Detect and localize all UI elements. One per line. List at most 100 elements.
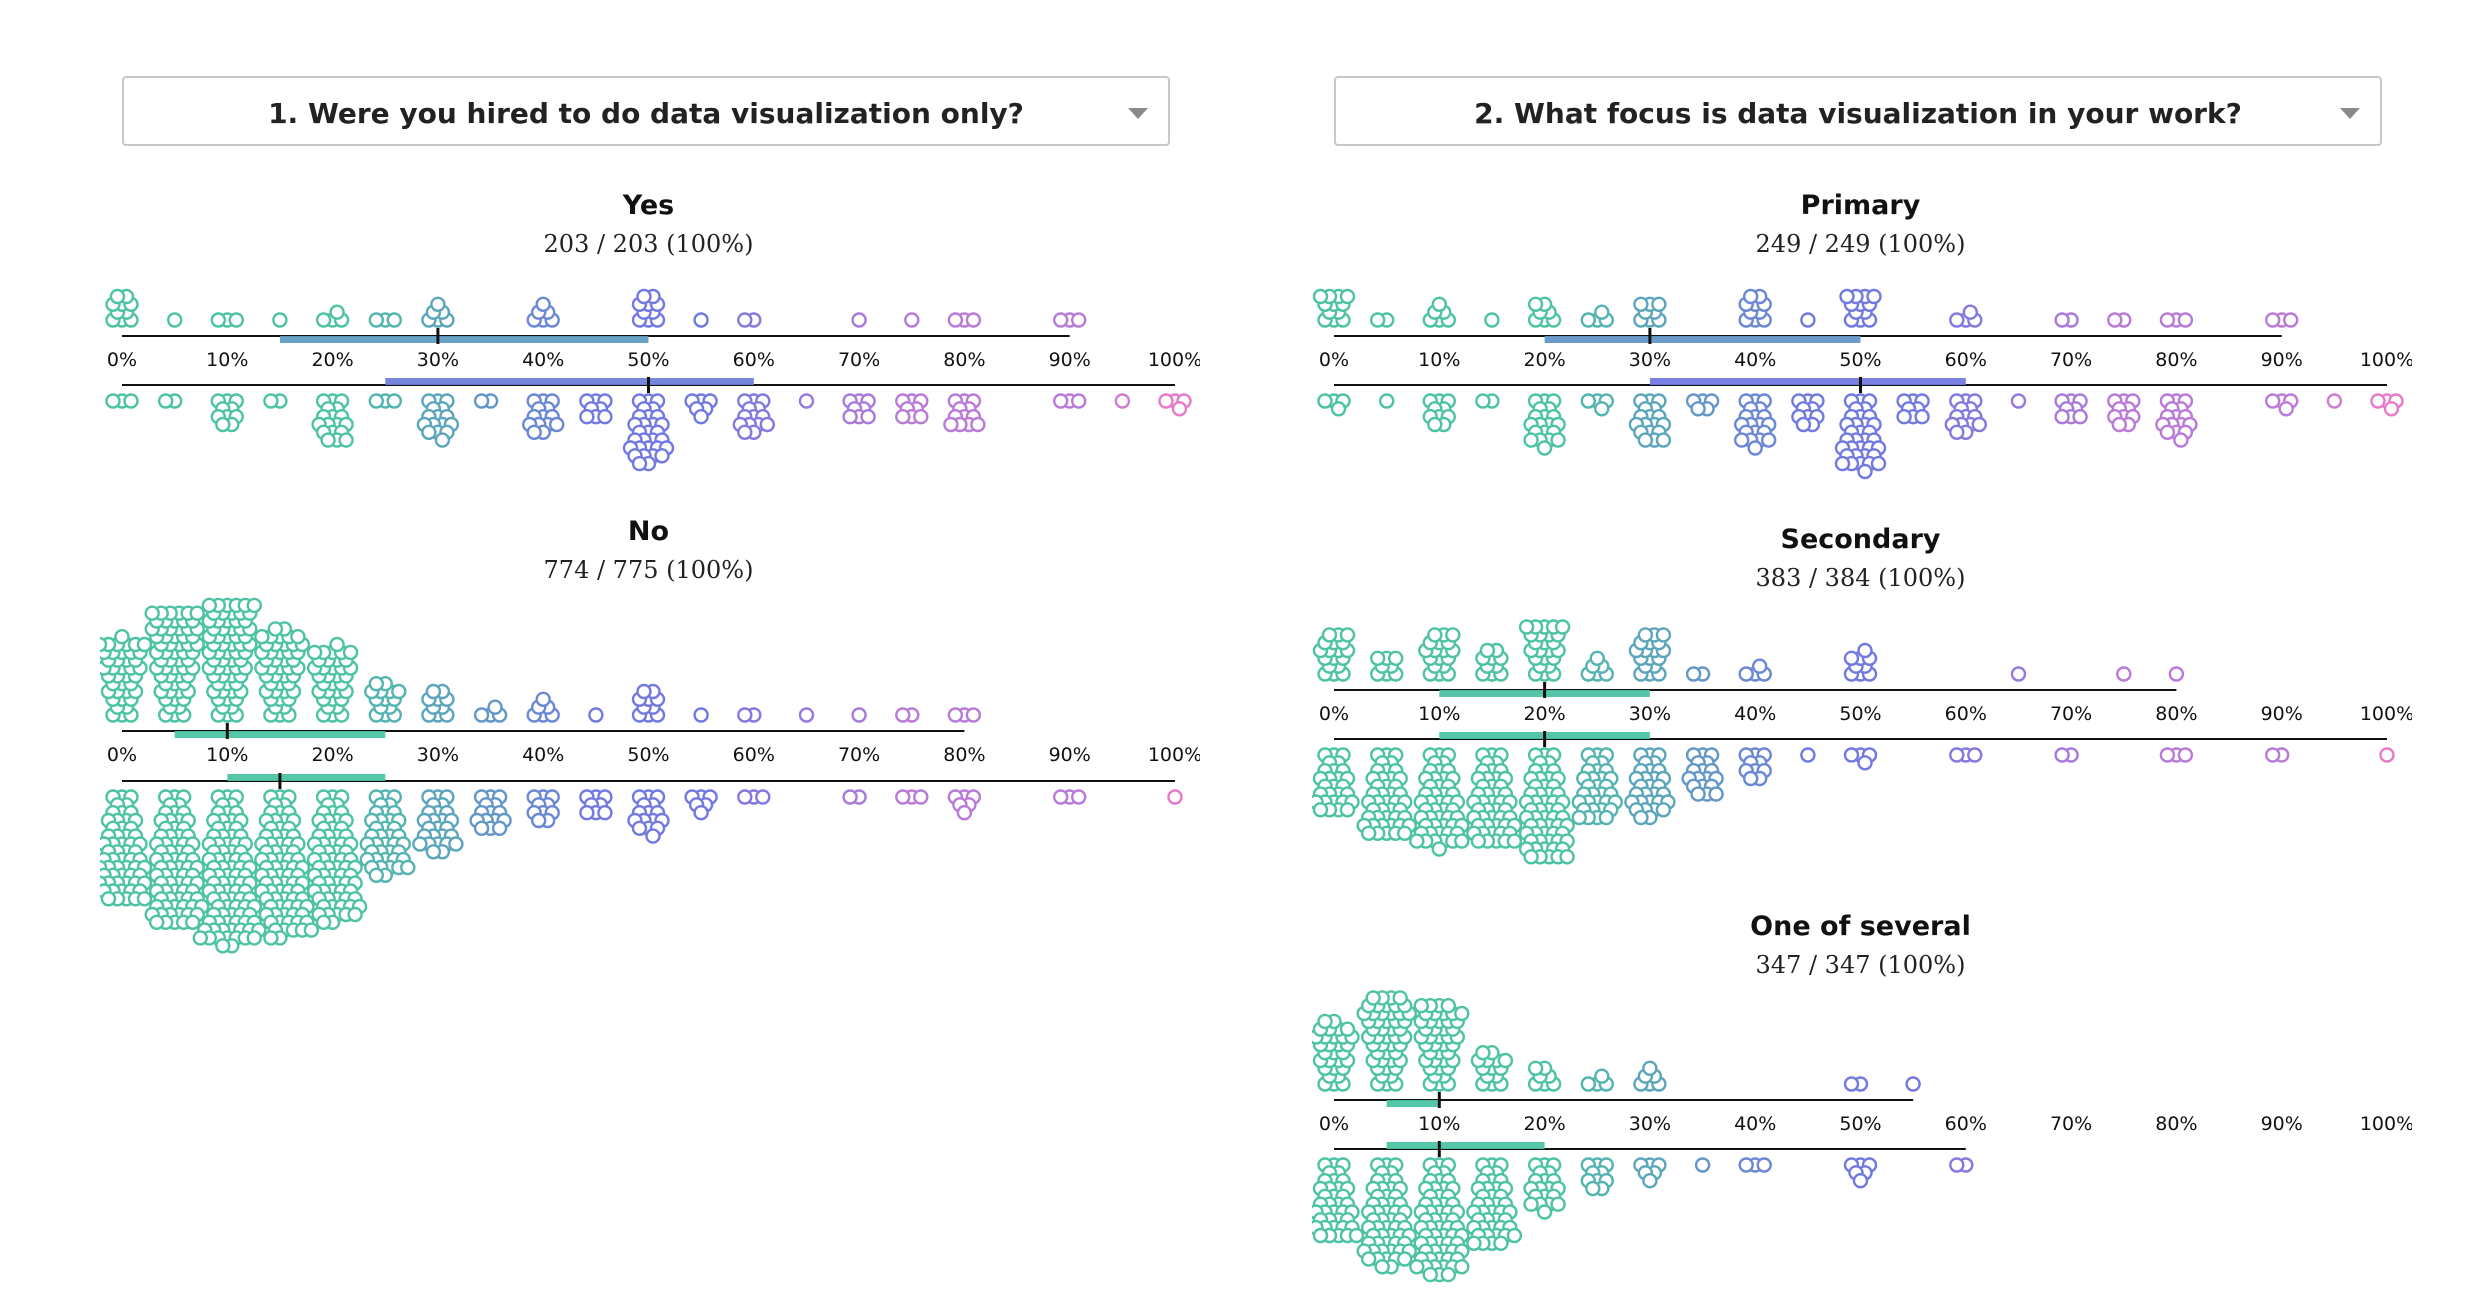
data-point bbox=[1949, 747, 1965, 763]
data-point bbox=[860, 409, 876, 425]
question-dropdown-1[interactable]: 1. Were you hired to do data visualizati… bbox=[122, 76, 1170, 146]
data-point bbox=[1594, 304, 1610, 320]
data-point bbox=[1843, 650, 1860, 666]
data-point bbox=[1369, 312, 1386, 328]
x-tick-label: 80% bbox=[2155, 1113, 2197, 1135]
data-point bbox=[913, 789, 929, 805]
data-point bbox=[737, 424, 753, 440]
data-point bbox=[1690, 786, 1706, 802]
data-point bbox=[947, 312, 964, 328]
group-count: 203 / 203 (100%) bbox=[544, 230, 754, 258]
x-tick-label: 70% bbox=[2050, 703, 2092, 725]
data-point bbox=[306, 644, 323, 661]
data-point bbox=[386, 312, 402, 328]
data-point bbox=[1598, 809, 1614, 826]
data-point bbox=[693, 312, 709, 328]
data-point bbox=[246, 597, 263, 614]
data-point bbox=[1571, 809, 1587, 826]
data-point bbox=[448, 836, 464, 852]
data-point bbox=[1413, 998, 1430, 1014]
data-point bbox=[1427, 627, 1443, 643]
x-tick-label: 100% bbox=[2360, 1113, 2412, 1135]
data-point bbox=[1554, 619, 1571, 635]
data-point bbox=[1852, 1172, 1869, 1189]
data-point bbox=[1795, 416, 1812, 433]
data-point bbox=[1158, 393, 1174, 409]
data-point bbox=[636, 683, 652, 700]
data-point bbox=[1422, 1266, 1439, 1283]
x-tick-label: 100% bbox=[1148, 349, 1200, 371]
data-point bbox=[631, 455, 648, 472]
data-point bbox=[842, 789, 858, 805]
data-point bbox=[1523, 1196, 1539, 1212]
data-point bbox=[320, 432, 336, 448]
data-point bbox=[1053, 789, 1069, 805]
x-tick-label: 100% bbox=[1148, 744, 1200, 766]
x-tick-label: 10% bbox=[1418, 1113, 1460, 1135]
iqr-bar bbox=[1544, 336, 1861, 343]
data-point bbox=[1655, 432, 1672, 448]
x-tick-label: 100% bbox=[2360, 703, 2412, 725]
data-point bbox=[1914, 409, 1930, 425]
data-point bbox=[579, 805, 595, 821]
data-point bbox=[2107, 312, 2123, 328]
data-point bbox=[597, 409, 613, 425]
x-tick-label: 100% bbox=[2360, 349, 2412, 371]
data-point bbox=[2265, 747, 2281, 763]
data-point bbox=[531, 812, 547, 829]
x-tick-label: 0% bbox=[1319, 1113, 1349, 1135]
question-panel-1: 1. Were you hired to do data visualizati… bbox=[100, 0, 1200, 1310]
data-point bbox=[2010, 393, 2027, 409]
data-point bbox=[1445, 627, 1461, 643]
group-count: 249 / 249 (100%) bbox=[1756, 230, 1966, 258]
data-point bbox=[1655, 802, 1672, 818]
question-dropdown-2[interactable]: 2. What focus is data visualization in y… bbox=[1334, 76, 2382, 146]
data-point bbox=[315, 914, 332, 930]
data-point bbox=[1580, 312, 1596, 328]
data-point bbox=[342, 644, 359, 661]
data-point bbox=[1839, 288, 1855, 305]
x-tick-label: 60% bbox=[1945, 1113, 1987, 1135]
data-point bbox=[1633, 809, 1649, 826]
data-point bbox=[588, 707, 604, 723]
group-title: Yes bbox=[622, 190, 674, 221]
data-point bbox=[1857, 463, 1873, 480]
data-point bbox=[1454, 833, 1470, 849]
data-point bbox=[798, 707, 815, 723]
x-tick-label: 70% bbox=[2050, 349, 2092, 371]
group-title: One of several bbox=[1750, 911, 1971, 942]
data-point bbox=[943, 416, 959, 433]
x-tick-label: 60% bbox=[733, 744, 775, 766]
data-point bbox=[123, 393, 139, 409]
data-point bbox=[1734, 432, 1750, 448]
data-point bbox=[1857, 642, 1873, 659]
data-point bbox=[1690, 401, 1706, 417]
data-point bbox=[412, 836, 428, 852]
iqr-bar bbox=[385, 378, 754, 385]
data-point bbox=[1637, 432, 1654, 448]
data-point bbox=[1747, 440, 1763, 456]
data-point bbox=[1756, 1157, 1772, 1173]
data-point bbox=[329, 636, 345, 653]
data-point bbox=[368, 867, 384, 883]
data-point bbox=[100, 636, 108, 653]
data-point bbox=[1339, 288, 1356, 305]
data-point bbox=[549, 416, 565, 433]
data-point bbox=[693, 409, 709, 425]
data-point bbox=[473, 393, 490, 409]
data-point bbox=[913, 409, 929, 425]
iqr-bar bbox=[1649, 378, 1966, 385]
iqr-bar bbox=[1386, 1100, 1440, 1107]
data-point bbox=[1967, 747, 1983, 763]
data-point bbox=[1071, 312, 1087, 328]
data-point bbox=[2177, 747, 2194, 763]
data-point bbox=[842, 409, 858, 425]
data-point bbox=[1834, 455, 1851, 472]
data-point bbox=[100, 891, 117, 907]
x-tick-label: 70% bbox=[838, 744, 880, 766]
data-point bbox=[1339, 802, 1356, 818]
data-point bbox=[737, 707, 753, 723]
data-point bbox=[1694, 1157, 1711, 1173]
data-point bbox=[1685, 666, 1702, 682]
data-point bbox=[1475, 393, 1491, 409]
